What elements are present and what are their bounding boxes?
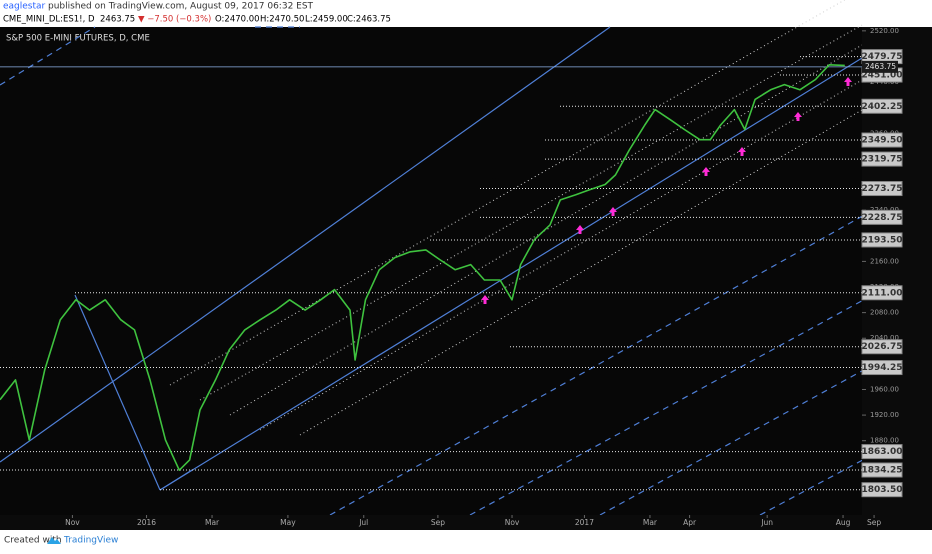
level-label: 2319.75	[862, 155, 903, 165]
parallel-lines	[169, 0, 863, 436]
parallel-line	[199, 24, 863, 401]
chart-title: S&P 500 E-MINI FUTURES, D, CME	[6, 34, 150, 44]
parallel-line	[169, 0, 846, 386]
x-tick-label: Jul	[358, 518, 368, 527]
channel-line	[599, 349, 901, 516]
author[interactable]: eaglestar	[3, 2, 46, 12]
level-label: 2273.75	[862, 184, 903, 194]
logo	[47, 537, 61, 544]
level-label: 2479.75	[862, 52, 903, 62]
level-label: 2451.00	[862, 71, 903, 81]
level-label-box	[861, 132, 903, 148]
annotation-arrow	[738, 147, 746, 156]
x-tick-label: Sep	[867, 518, 881, 527]
x-tick-label: Nov	[65, 518, 80, 527]
channel-lines	[0, 26, 901, 516]
level-label-box	[861, 209, 903, 225]
last-price-label: 2463.75	[865, 62, 896, 71]
x-tick-label: May	[280, 518, 296, 527]
annotation-arrow	[609, 207, 617, 216]
published: published on TradingView.com, August 09,…	[48, 2, 314, 12]
channel-line	[0, 26, 96, 86]
plot-background	[0, 27, 932, 530]
channel-line	[329, 194, 901, 516]
level-label-box	[861, 339, 903, 355]
level-label-box	[861, 360, 903, 376]
pitchfork-handle	[159, 469, 193, 491]
footer-brand[interactable]: TradingView	[63, 536, 118, 546]
open: O:2470.00	[215, 15, 260, 25]
low: L:2459.00	[305, 15, 348, 25]
level-label-box	[861, 151, 903, 167]
price-line	[0, 64, 845, 471]
footer-created: Created with	[4, 536, 62, 546]
level-label: 1994.25	[862, 363, 903, 373]
x-tick-label: 2017	[575, 518, 594, 527]
level-label-box	[861, 232, 903, 248]
annotation-arrow	[576, 225, 584, 234]
annotation-arrow	[702, 167, 710, 176]
y-tick-label: 2040.00	[870, 334, 899, 342]
y-tick-label: 2160.00	[870, 257, 899, 265]
y-tick-label: 2080.00	[870, 309, 899, 317]
y-tick-label: 1920.00	[870, 411, 899, 419]
close: C:2463.75	[347, 15, 391, 25]
symbol: CME_MINI_DL:ES1!, D	[3, 15, 95, 25]
x-tick-label: Nov	[505, 518, 520, 527]
parallel-line	[259, 79, 863, 431]
x-tick-label: Mar	[643, 518, 658, 527]
level-label-box	[861, 181, 903, 197]
level-label: 2193.50	[862, 235, 903, 245]
level-label-box	[861, 98, 903, 114]
level-label: 2026.75	[862, 342, 903, 352]
x-tick-label: Mar	[205, 518, 220, 527]
x-tick-label: Sep	[431, 518, 445, 527]
high: H:2470.50	[260, 15, 304, 25]
channel-line	[0, 26, 611, 463]
x-tick-label: Jun	[760, 518, 773, 527]
annotation-arrow	[794, 112, 802, 121]
y-tick-label: 1960.00	[870, 385, 899, 393]
level-label-box	[861, 444, 903, 460]
change: ▼ −7.50 (−0.3%)	[138, 15, 211, 25]
x-tick-label: Aug	[836, 518, 851, 527]
last-price-box	[862, 60, 898, 73]
level-label: 2402.25	[862, 102, 903, 112]
level-label-box	[861, 482, 903, 498]
parallel-line	[299, 109, 863, 436]
annotation-arrow	[481, 295, 489, 304]
last: 2463.75	[100, 15, 135, 25]
time-axis	[0, 515, 862, 530]
level-label-box	[861, 462, 903, 478]
x-tick-label: 2016	[137, 518, 156, 527]
y-tick-label: 1880.00	[870, 437, 899, 445]
x-tick-label: Apr	[683, 518, 697, 527]
level-label: 2228.75	[862, 213, 903, 223]
level-label: 1863.00	[862, 447, 903, 457]
annotation-arrow	[844, 77, 852, 86]
level-label: 1834.25	[862, 466, 903, 476]
level-label: 1803.50	[862, 485, 903, 495]
pitchfork-handle	[74, 294, 161, 491]
y-tick-label: 2520.00	[870, 27, 899, 35]
level-label-box	[861, 285, 903, 301]
level-label: 2349.50	[862, 136, 903, 146]
channel-line	[469, 279, 901, 516]
footer-band	[0, 530, 932, 550]
level-label: 2111.00	[862, 288, 903, 298]
